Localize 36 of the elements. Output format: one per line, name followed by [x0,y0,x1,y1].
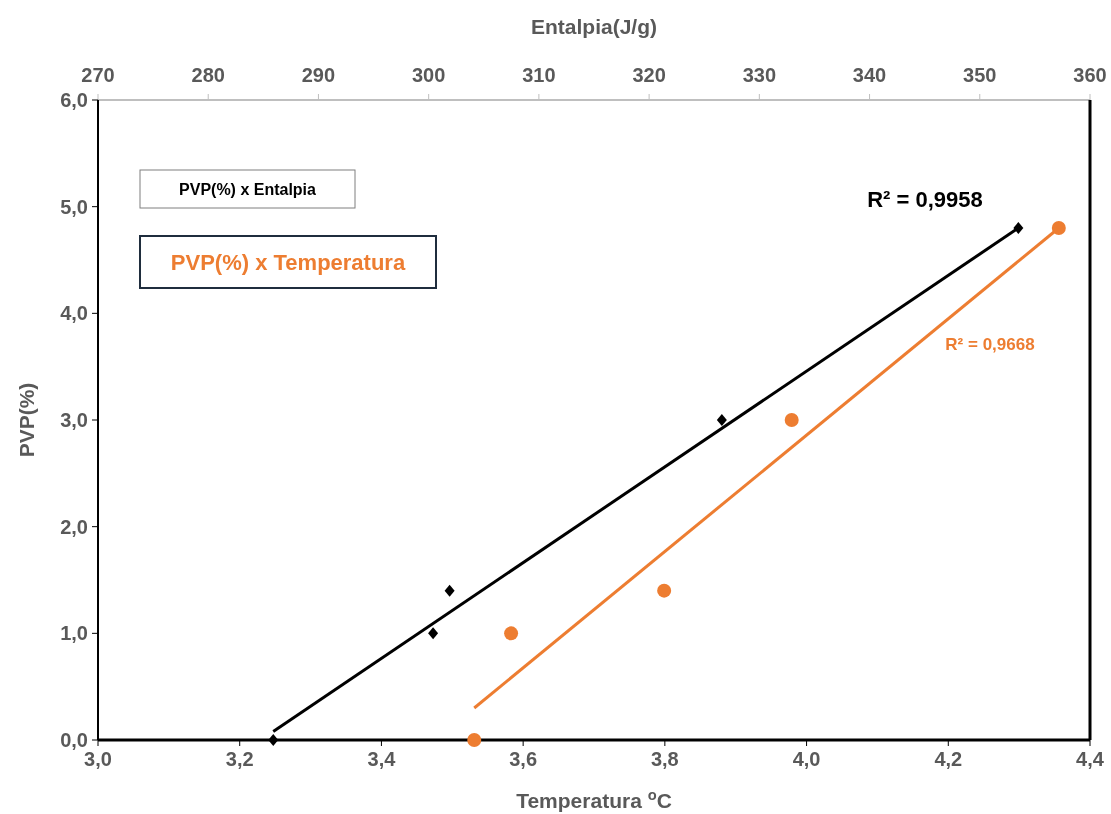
y-tick-label: 4,0 [60,302,88,325]
x2-tick-label: 270 [81,64,115,86]
x2-tick-label: 350 [963,64,997,86]
x2-tick-label: 330 [742,64,777,86]
point [504,626,519,641]
x2-tick-label: 300 [411,64,446,86]
x2-axis-title: Entalpia(J/g) [530,15,658,38]
x2-tick-label: 340 [852,64,887,86]
x-tick-label: 3,4 [367,748,397,770]
x2-tick-label: 290 [301,64,336,86]
x-axis-title: Temperatura $^{o}$C [516,787,672,812]
y-axis-title: PVP(%) [15,382,38,458]
y-tick-label: 6,0 [60,89,88,111]
y-tick-label: 2,0 [60,515,88,538]
x2-tick-label: 310 [522,64,556,86]
y-tick-label: 3,0 [60,409,88,431]
x-tick-label: 4,4 [1076,748,1105,770]
x-tick-label: 3,8 [650,748,679,770]
x-tick-label: 3,6 [509,748,538,770]
text: PVP(%) x Entalpia [179,180,317,198]
x-tick-label: 4,2 [934,748,963,770]
y-tick-label: 5,0 [60,195,88,218]
x-tick-label: 4,0 [792,748,821,770]
text: PVP(%) x Temperatura [170,249,406,275]
x-tick-label: 3,0 [84,748,112,770]
point [657,583,672,598]
x-tick-label: 3,2 [225,748,254,770]
annotation: R² = 0,9668 [945,335,1035,354]
y-tick-label: 0,0 [60,729,88,751]
x2-tick-label: 320 [632,64,666,86]
y-tick-label: 1,0 [60,622,88,645]
annotation: R² = 0,9958 [867,187,983,212]
x2-tick-label: 280 [191,64,225,86]
x2-tick-label: 360 [1073,64,1107,86]
point [467,733,482,747]
point [784,413,799,427]
